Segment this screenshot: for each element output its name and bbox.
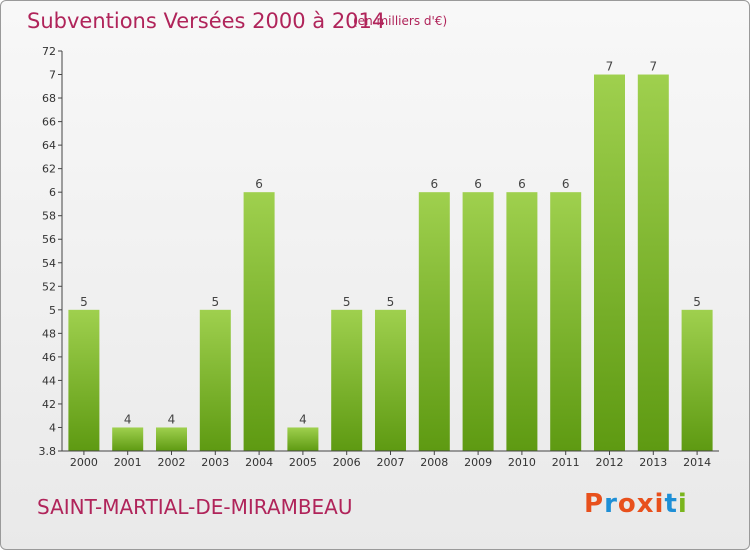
x-tick-label: 2013 xyxy=(639,456,667,469)
y-tick-label: 48 xyxy=(42,327,56,340)
x-tick-label: 2012 xyxy=(596,456,624,469)
data-label: 6 xyxy=(518,177,526,191)
y-tick-label: 5 xyxy=(49,304,56,317)
logo-letter: t xyxy=(664,489,678,519)
bar-2010 xyxy=(506,192,538,452)
data-label: 6 xyxy=(562,177,570,191)
bar-2008 xyxy=(418,192,450,452)
x-tick-label: 2000 xyxy=(70,456,98,469)
bar-2009 xyxy=(462,192,494,452)
bar-2014 xyxy=(681,309,713,451)
x-tick-label: 2008 xyxy=(420,456,448,469)
chart-title: Subventions Versées 2000 à 2014 xyxy=(27,9,386,33)
data-label: 5 xyxy=(211,295,219,309)
unit-note: (en milliers d'€) xyxy=(353,14,448,28)
data-label: 7 xyxy=(649,60,657,74)
bar-2002 xyxy=(156,427,187,451)
bar-2013 xyxy=(637,74,669,451)
data-label: 6 xyxy=(474,177,482,191)
x-axis: 2000 2001 2002 2003 2004 2005 2006 2007 2008 2009… xyxy=(62,450,719,469)
y-tick-label: 62 xyxy=(42,163,56,176)
y-tick-label: 3.8 xyxy=(39,445,57,458)
data-label: 5 xyxy=(80,295,88,309)
logo-letter: i xyxy=(677,489,688,519)
logo-letter: r xyxy=(604,489,618,519)
data-label: 4 xyxy=(168,412,176,426)
x-tick-label: 2010 xyxy=(508,456,536,469)
y-tick-label: 4 xyxy=(49,421,56,434)
x-tick-label: 2004 xyxy=(245,456,273,469)
x-tick-label: 2011 xyxy=(552,456,580,469)
y-tick-label: 42 xyxy=(42,398,56,411)
logo-letter: x xyxy=(636,489,655,519)
logo-letter: o xyxy=(617,489,637,519)
data-label: 4 xyxy=(124,412,132,426)
y-tick-label: 56 xyxy=(42,233,56,246)
bar-2000 xyxy=(68,309,100,451)
y-tick-label: 44 xyxy=(42,374,56,387)
x-tick-label: 2001 xyxy=(114,456,142,469)
x-tick-label: 2005 xyxy=(289,456,317,469)
y-tick-label: 46 xyxy=(42,351,56,364)
commune-name: SAINT-MARTIAL-DE-MIRAMBEAU xyxy=(37,495,353,519)
y-tick-label: 68 xyxy=(42,92,56,105)
x-tick-label: 2003 xyxy=(201,456,229,469)
data-label: 7 xyxy=(606,60,614,74)
y-tick-label: 52 xyxy=(42,280,56,293)
data-label: 5 xyxy=(387,295,395,309)
bar-2012 xyxy=(594,74,625,451)
logo-letter: i xyxy=(654,489,665,519)
y-axis: 3.8 4 42 44 46 48 5 52 54 56 58 6 62 64 66 68 7 72 xyxy=(39,45,63,458)
data-label: 5 xyxy=(693,295,701,309)
bar-2005 xyxy=(287,427,319,451)
x-tick-label: 2002 xyxy=(158,456,186,469)
data-label: 4 xyxy=(299,412,307,426)
logo-letter: P xyxy=(584,489,605,519)
bar-2001 xyxy=(112,427,144,451)
y-tick-label: 6 xyxy=(49,186,56,199)
x-tick-label: 2006 xyxy=(333,456,361,469)
bars: 5 4 4 5 6 4 5 5 6 6 6 6 7 7 5 xyxy=(68,60,713,452)
bar-2006 xyxy=(331,309,363,451)
bar-2011 xyxy=(550,192,582,452)
x-tick-label: 2007 xyxy=(377,456,405,469)
proxiti-logo: Proxiti xyxy=(584,489,688,519)
y-tick-label: 72 xyxy=(42,45,56,58)
y-tick-label: 58 xyxy=(42,210,56,223)
bar-2004 xyxy=(243,192,275,452)
data-label: 6 xyxy=(430,177,438,191)
y-tick-label: 54 xyxy=(42,257,56,270)
y-tick-label: 7 xyxy=(49,69,56,82)
y-tick-label: 66 xyxy=(42,116,56,129)
x-tick-label: 2014 xyxy=(683,456,711,469)
bar-2003 xyxy=(199,309,231,451)
data-label: 5 xyxy=(343,295,351,309)
y-tick-label: 64 xyxy=(42,139,56,152)
bar-2007 xyxy=(375,309,406,451)
x-tick-label: 2009 xyxy=(464,456,492,469)
data-label: 6 xyxy=(255,177,263,191)
